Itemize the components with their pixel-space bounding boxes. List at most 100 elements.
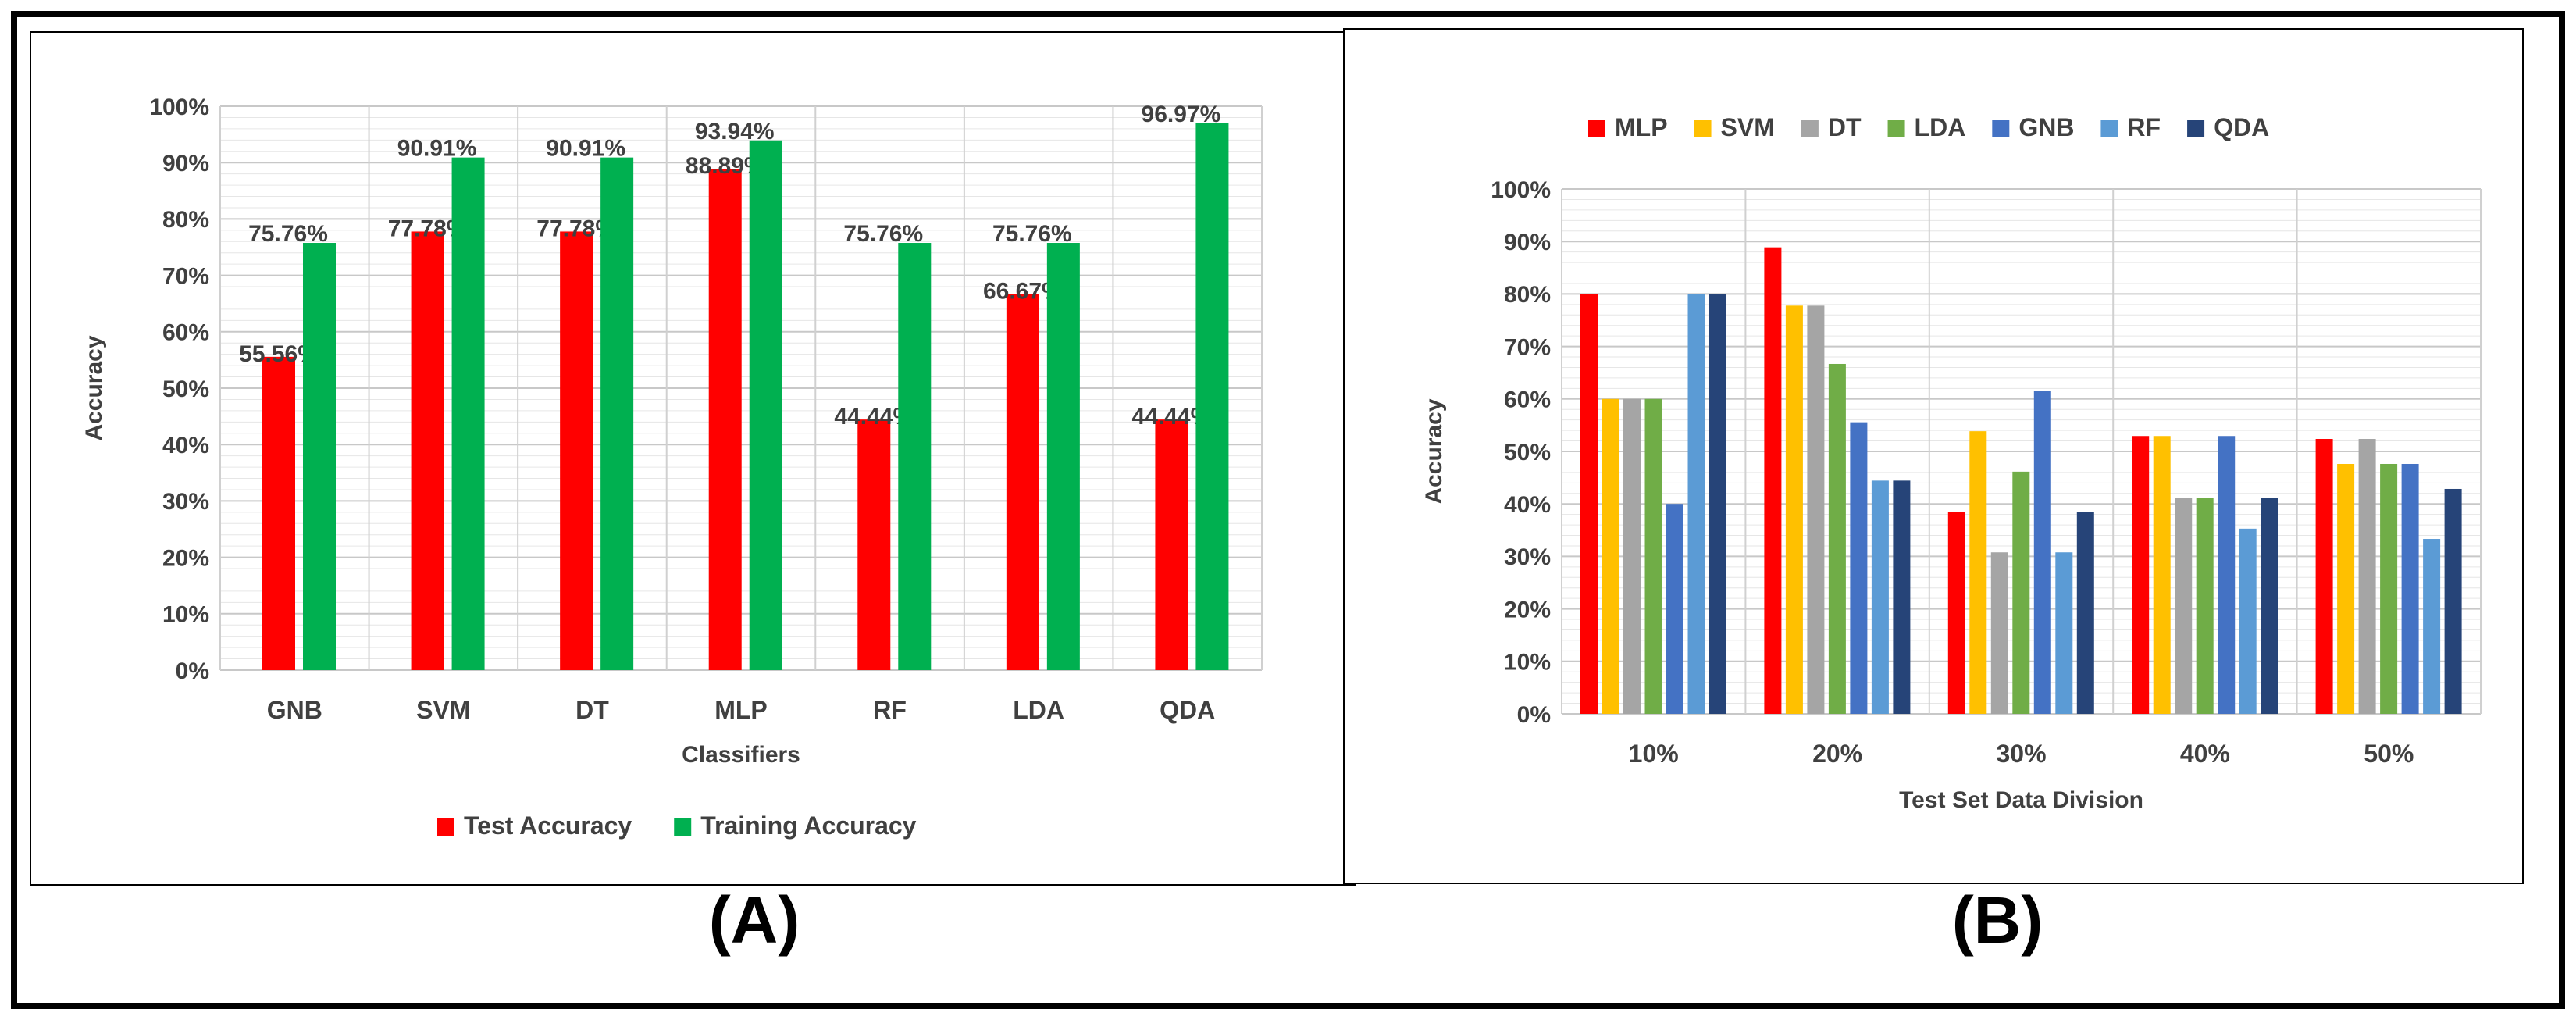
data-label: 90.91%	[397, 136, 477, 162]
bar-gnb	[1850, 422, 1868, 714]
bar-rf	[1871, 480, 1889, 714]
bar-test-accuracy	[1006, 294, 1039, 670]
bar-test-accuracy	[857, 419, 891, 670]
bar-training-accuracy	[1195, 123, 1229, 671]
bar-lda	[2012, 471, 2030, 714]
bar-training-accuracy	[749, 140, 782, 671]
bar-lda	[1828, 363, 1846, 714]
legend-label: MLP	[1615, 113, 1668, 141]
legend-label: Test Accuracy	[464, 811, 632, 840]
legend-swatch	[1887, 120, 1905, 137]
panel-label-b: (B)	[1951, 883, 2043, 957]
x-tick-label: QDA	[1160, 696, 1215, 724]
x-tick-label: SVM	[416, 696, 470, 724]
x-tick-label: RF	[873, 696, 907, 724]
y-tick-label: 60%	[1504, 387, 1551, 413]
bar-training-accuracy	[451, 157, 485, 670]
bar-lda	[2196, 498, 2214, 714]
legend-label: Training Accuracy	[700, 811, 916, 840]
bar-qda	[2261, 498, 2278, 714]
y-tick-label: 20%	[162, 545, 209, 571]
bar-test-accuracy	[708, 169, 742, 670]
chart-panel-a: 0% 10% 20% 30% 40% 50% 60% 70% 80% 90% 100% 55.56% 7…	[30, 31, 1356, 886]
y-tick-label: 10%	[162, 602, 209, 628]
bar-rf	[1687, 294, 1705, 714]
legend-label: DT	[1828, 113, 1862, 141]
x-tick-label: LDA	[1013, 696, 1064, 724]
bar-mlp	[1764, 247, 1782, 715]
y-axis-title: Accuracy	[81, 335, 107, 440]
x-tick-label: 50%	[2364, 740, 2414, 768]
data-label: 75.76%	[248, 221, 328, 247]
data-label: 90.91%	[546, 136, 625, 162]
legend-label: LDA	[1915, 113, 1966, 141]
bar-gnb	[2033, 391, 2051, 714]
x-tick-label: DT	[575, 696, 609, 724]
bar-gnb	[1666, 504, 1683, 714]
legend-swatch	[1694, 120, 1712, 137]
y-tick-label: 60%	[162, 320, 209, 346]
data-label: 75.76%	[992, 221, 1072, 247]
legend-label: SVM	[1721, 113, 1775, 141]
y-tick-label: 70%	[162, 263, 209, 289]
y-tick-label: 30%	[162, 489, 209, 515]
bar-svm	[1785, 305, 1803, 715]
bar-mlp	[2132, 436, 2150, 714]
y-tick-label: 100%	[1491, 177, 1551, 203]
data-label: 96.97%	[1142, 102, 1221, 127]
bar-svm	[1602, 398, 1619, 714]
bar-dt	[2175, 498, 2193, 714]
x-axis-title: Classifiers	[682, 742, 800, 768]
bar-rf	[2055, 552, 2073, 714]
bar-qda	[2076, 512, 2094, 714]
bar-rf	[2239, 528, 2257, 714]
x-tick-label: MLP	[714, 696, 768, 724]
y-axis-title: Accuracy	[1421, 398, 1447, 504]
chart-panel-b: 0% 10% 20% 30% 40% 50% 60% 70% 80% 90% 100% 10% 20% 3…	[1343, 28, 2524, 884]
x-tick-label: 40%	[2180, 740, 2230, 768]
bar-qda	[1893, 480, 1911, 714]
bar-svm	[1969, 431, 1987, 714]
data-label: 93.94%	[695, 119, 775, 144]
bar-svm	[2337, 463, 2355, 714]
y-tick-label: 10%	[1504, 650, 1551, 676]
x-tick-label: 20%	[1812, 740, 1862, 768]
legend-swatch	[1588, 120, 1605, 137]
y-tick-label: 50%	[162, 376, 209, 402]
bar-rf	[2423, 539, 2441, 714]
legend-swatch	[1801, 120, 1819, 137]
bar-mlp	[1947, 512, 1965, 714]
y-tick-label: 0%	[1517, 702, 1551, 728]
bar-dt	[1623, 398, 1641, 714]
data-label: 75.76%	[843, 221, 923, 247]
bar-test-accuracy	[411, 231, 444, 670]
bar-dt	[1807, 305, 1825, 715]
y-tick-label: 0%	[176, 658, 209, 684]
bar-svm	[2153, 436, 2171, 714]
bar-test-accuracy	[262, 356, 295, 670]
bar-mlp	[1580, 294, 1598, 714]
bar-lda	[2380, 463, 2398, 714]
bar-gnb	[2218, 436, 2236, 714]
bar-qda	[1709, 294, 1726, 714]
chart-a-svg: 0%10%20%30%40%50%60%70%80%90%100%55.56%7…	[81, 95, 1263, 840]
legend-swatch	[2187, 120, 2205, 137]
y-tick-label: 90%	[1504, 230, 1551, 255]
legend-swatch	[674, 818, 692, 836]
bar-gnb	[2401, 463, 2419, 714]
y-tick-label: 30%	[1504, 544, 1551, 570]
bar-training-accuracy	[600, 157, 634, 670]
bar-mlp	[2315, 439, 2333, 714]
x-tick-label: GNB	[267, 696, 322, 724]
x-axis-title: Test Set Data Division	[1899, 787, 2143, 813]
chart-b-svg: 0% 10% 20% 30% 40% 50% 60% 70% 80% 90% 100% 10% 20% 3…	[1421, 113, 2482, 813]
y-tick-label: 80%	[162, 207, 209, 233]
bar-lda	[1644, 398, 1662, 714]
legend-label: RF	[2127, 113, 2161, 141]
y-tick-label: 40%	[162, 433, 209, 458]
y-tick-label: 90%	[162, 151, 209, 177]
bar-qda	[2444, 488, 2462, 714]
bar-training-accuracy	[303, 243, 336, 670]
legend-label: GNB	[2018, 113, 2074, 141]
bar-test-accuracy	[560, 231, 593, 670]
